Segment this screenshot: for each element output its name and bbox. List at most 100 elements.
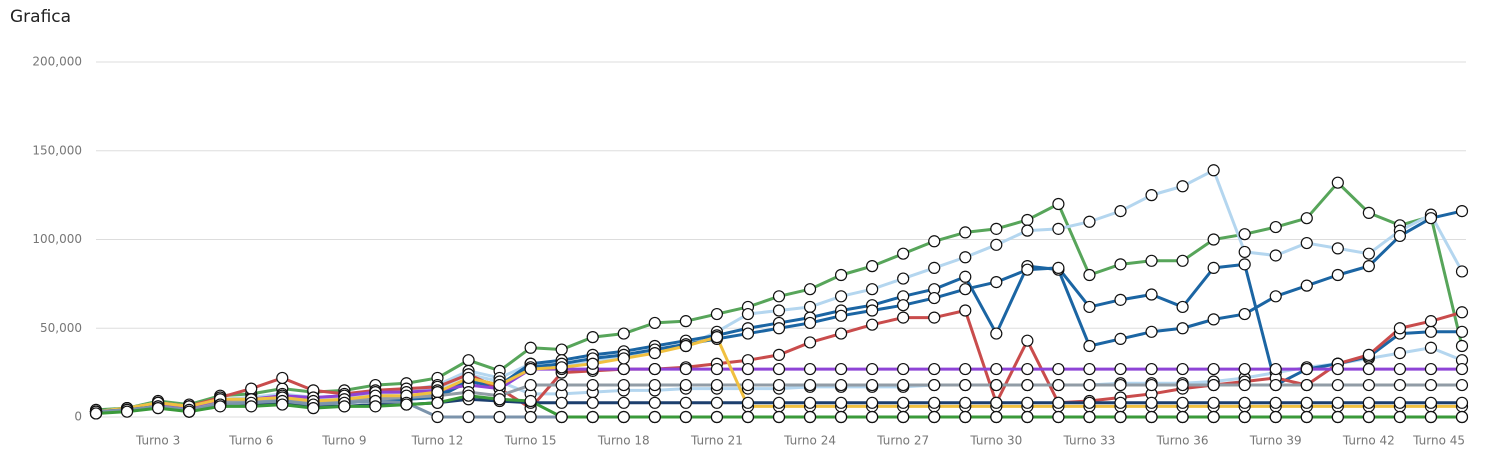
data-point — [1238, 228, 1251, 241]
data-point — [1083, 215, 1096, 228]
data-point — [1083, 268, 1096, 282]
data-point — [1114, 258, 1127, 271]
data-point — [648, 396, 661, 409]
data-point — [741, 396, 755, 409]
data-point — [928, 396, 941, 409]
data-point — [959, 378, 972, 392]
data-point — [741, 362, 755, 376]
data-point — [1362, 378, 1375, 392]
data-point — [866, 283, 879, 296]
data-point — [772, 362, 786, 376]
data-point — [1238, 307, 1251, 321]
data-point — [803, 410, 817, 424]
data-point — [803, 283, 817, 296]
data-point — [1021, 263, 1034, 276]
data-point — [990, 222, 1003, 235]
data-point — [1362, 396, 1375, 409]
data-point — [1424, 410, 1438, 424]
data-point — [120, 405, 134, 418]
data-point — [959, 226, 972, 239]
data-point — [834, 327, 848, 340]
x-tick-label: Turno 30 — [969, 434, 1022, 448]
data-point — [679, 396, 692, 409]
data-point — [1238, 410, 1251, 424]
data-point — [1052, 378, 1065, 392]
data-point — [1331, 176, 1344, 189]
data-point — [866, 378, 879, 392]
data-point — [555, 361, 568, 374]
data-point — [1424, 378, 1438, 392]
data-point — [928, 261, 941, 274]
data-point — [1052, 410, 1065, 424]
data-point — [990, 362, 1003, 376]
data-point — [866, 362, 879, 376]
data-point — [276, 398, 289, 411]
data-point — [1455, 265, 1469, 278]
data-point — [1362, 206, 1375, 219]
data-point — [710, 378, 724, 392]
data-point — [1207, 233, 1220, 246]
data-point — [1300, 212, 1313, 225]
data-point — [741, 307, 755, 321]
data-point — [1114, 378, 1127, 392]
data-point — [1238, 362, 1251, 376]
data-point — [772, 348, 786, 361]
data-point — [834, 268, 848, 282]
data-point — [928, 291, 941, 305]
x-tick-label: Turno 6 — [228, 434, 273, 448]
data-point — [1114, 410, 1127, 424]
data-point — [710, 410, 724, 424]
data-point — [617, 396, 630, 409]
data-point — [1300, 236, 1313, 250]
data-point — [1269, 410, 1282, 424]
data-point — [1176, 254, 1189, 267]
data-point — [1331, 410, 1344, 424]
data-point — [1455, 396, 1469, 409]
data-point — [1083, 396, 1096, 409]
data-point — [1145, 325, 1158, 338]
data-point — [586, 357, 599, 370]
data-point — [803, 300, 817, 314]
data-point — [1300, 362, 1313, 376]
data-point — [1114, 205, 1127, 218]
data-point — [1424, 341, 1438, 354]
data-point — [1455, 339, 1469, 353]
data-point — [1145, 362, 1158, 376]
data-point — [1145, 254, 1158, 267]
data-point — [1114, 396, 1127, 409]
data-point — [897, 362, 910, 376]
data-point — [524, 341, 537, 354]
data-point — [897, 247, 910, 260]
data-point — [1021, 410, 1034, 424]
data-point — [959, 410, 972, 424]
data-point — [1362, 247, 1375, 260]
x-tick-label: Turno 39 — [1249, 434, 1302, 448]
data-point — [431, 396, 444, 409]
data-point — [151, 402, 165, 415]
data-point — [1424, 325, 1438, 338]
data-point — [1393, 229, 1407, 243]
data-point — [1052, 197, 1065, 211]
data-point — [1455, 205, 1469, 218]
data-point — [1083, 339, 1096, 353]
data-point — [772, 410, 786, 424]
y-tick-label: 150,000 — [32, 143, 82, 157]
data-point — [928, 311, 941, 324]
data-point — [493, 378, 506, 392]
data-point — [1269, 378, 1282, 392]
data-point — [772, 396, 786, 409]
data-point — [866, 260, 879, 273]
data-point — [897, 299, 910, 312]
data-point — [897, 311, 910, 324]
y-tick-label: 100,000 — [32, 232, 82, 246]
data-point — [1207, 313, 1220, 326]
data-point — [493, 393, 506, 406]
data-point — [741, 378, 755, 392]
data-point — [710, 396, 724, 409]
data-point — [1052, 396, 1065, 409]
data-point — [1269, 290, 1282, 303]
data-point — [1021, 362, 1034, 376]
data-point — [245, 382, 258, 395]
data-point — [959, 396, 972, 409]
data-point — [866, 396, 879, 409]
